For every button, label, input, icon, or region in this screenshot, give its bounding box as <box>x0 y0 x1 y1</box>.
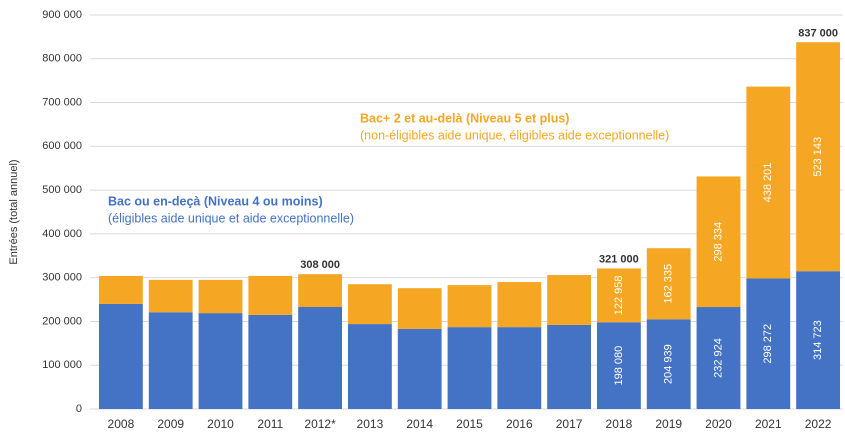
x-tick-label: 2011 <box>257 417 283 431</box>
bar-segment <box>298 306 343 409</box>
annotation-title: Bac+ 2 et au-delà (Niveau 5 et plus) <box>360 111 569 125</box>
bar-segment <box>696 176 741 308</box>
bar-segment <box>497 327 542 409</box>
value-label: 298 334 <box>712 222 724 262</box>
x-tick-label: 2008 <box>108 417 135 431</box>
value-label: 438 201 <box>762 163 774 203</box>
y-tick-label: 200 000 <box>42 315 82 327</box>
y-tick-label: 100 000 <box>42 359 82 371</box>
x-tick-label: 2014 <box>406 417 433 431</box>
bar-segment <box>148 312 193 409</box>
bar-segment <box>796 271 841 409</box>
total-label: 837 000 <box>798 27 838 39</box>
bar-segment <box>746 278 791 409</box>
bar-segment <box>98 303 143 409</box>
y-tick-label: 600 000 <box>42 140 82 152</box>
y-axis-label: Entrées (total annuel) <box>8 159 20 264</box>
value-label: 122 958 <box>613 275 625 315</box>
value-label: 198 080 <box>613 346 625 386</box>
x-tick-label: 2021 <box>755 417 782 431</box>
annotation-note: (non-éligibles aide unique, éligibles ai… <box>360 128 669 142</box>
bar-segment <box>646 248 691 320</box>
y-tick-label: 900 000 <box>42 9 82 21</box>
x-tick-label: 2013 <box>357 417 384 431</box>
bar-segment <box>148 279 193 313</box>
bar-segment <box>447 285 492 328</box>
x-tick-label: 2015 <box>456 417 483 431</box>
bar-segment <box>746 86 791 279</box>
x-tick-label: 2017 <box>556 417 583 431</box>
x-tick-label: 2020 <box>705 417 732 431</box>
x-tick-label: 2018 <box>606 417 633 431</box>
x-tick-label: 2012* <box>304 417 336 431</box>
bar-segment <box>596 322 641 409</box>
bar-segment <box>696 307 741 409</box>
y-tick-label: 800 000 <box>42 53 82 65</box>
x-tick-label: 2009 <box>157 417 184 431</box>
x-tick-label: 2010 <box>207 417 234 431</box>
bar-segment <box>397 288 442 329</box>
annotation-note: (éligibles aide unique et aide exception… <box>108 211 354 225</box>
y-tick-label: 300 000 <box>42 272 82 284</box>
y-tick-label: 400 000 <box>42 228 82 240</box>
bar-segment <box>198 313 243 409</box>
bar-segment <box>547 324 592 409</box>
bar-segment <box>397 328 442 409</box>
value-label: 232 924 <box>712 338 724 378</box>
bar-segment <box>646 319 691 409</box>
value-label: 204 939 <box>663 344 675 384</box>
value-label: 298 272 <box>762 324 774 364</box>
bar-segment <box>447 327 492 409</box>
bar-segment <box>298 274 343 307</box>
total-label: 308 000 <box>300 259 340 271</box>
x-tick-label: 2016 <box>506 417 533 431</box>
y-tick-label: 700 000 <box>42 96 82 108</box>
bar-segment <box>547 275 592 325</box>
total-label: 321 000 <box>599 253 639 265</box>
bar-segment <box>796 42 841 272</box>
y-tick-label: 0 <box>76 403 82 415</box>
y-tick-label: 500 000 <box>42 184 82 196</box>
bar-segment <box>347 324 392 409</box>
bar-segment <box>596 268 641 323</box>
x-tick-label: 2019 <box>655 417 682 431</box>
bar-segment <box>347 284 392 325</box>
value-label: 523 143 <box>812 137 824 177</box>
value-label: 314 723 <box>812 320 824 360</box>
bar-segment <box>198 279 243 314</box>
bar-segment <box>98 275 143 304</box>
value-label: 162 335 <box>663 264 675 304</box>
x-tick-label: 2022 <box>805 417 832 431</box>
bar-segment <box>497 282 542 328</box>
bar-segment <box>248 314 293 409</box>
annotation-title: Bac ou en-deçà (Niveau 4 ou moins) <box>108 194 323 208</box>
bar-segment <box>248 275 293 315</box>
